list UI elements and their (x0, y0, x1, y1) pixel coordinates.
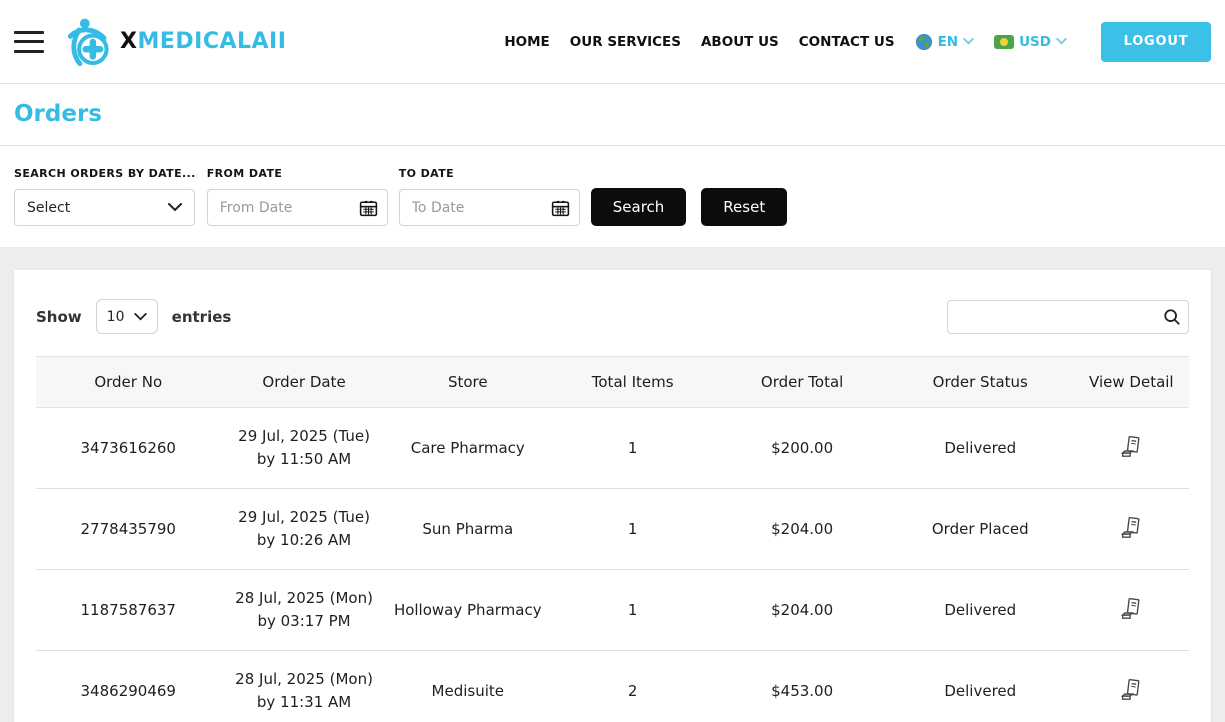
view-detail-button[interactable] (1116, 513, 1146, 546)
cell-order-date: 28 Jul, 2025 (Mon) by 03:17 PM (235, 589, 373, 630)
cell-view-detail (1074, 489, 1189, 570)
col-header-order-date: Order Date (262, 373, 346, 391)
nav-our-services[interactable]: OUR SERVICES (569, 33, 681, 50)
from-date-label: FROM DATE (206, 167, 283, 180)
cell-order-total: $204.00 (771, 601, 834, 619)
cell-order-no: 1187587637 (80, 601, 176, 619)
calendar-icon[interactable] (358, 197, 379, 218)
logout-button[interactable]: LOGOUT (1101, 21, 1211, 62)
orders-filter-section: Orders SEARCH ORDERS BY DATE... Select F… (0, 84, 1225, 247)
from-date-input[interactable] (206, 189, 388, 226)
col-header-total-items: Total Items (591, 373, 674, 391)
chevron-down-icon (963, 38, 974, 45)
chevron-down-icon (133, 312, 147, 320)
reset-button[interactable]: Reset (701, 188, 788, 226)
cell-order-total: $200.00 (771, 439, 834, 457)
page-title: Orders (14, 101, 102, 127)
to-date-label: TO DATE (398, 167, 455, 180)
col-header-order-total: Order Total (760, 373, 844, 391)
col-header-order-status: Order Status (932, 373, 1028, 391)
col-header-view-detail: View Detail (1089, 373, 1174, 391)
table-search-input[interactable] (947, 299, 1189, 334)
currency-value: USD (1019, 33, 1051, 50)
table-row: 2778435790 29 Jul, 2025 (Tue) by 10:26 AM… (36, 489, 1189, 570)
receipt-icon (1121, 678, 1140, 700)
cell-order-total: $453.00 (771, 682, 834, 700)
hamburger-menu-icon[interactable] (14, 30, 44, 53)
chevron-down-icon (1056, 38, 1067, 45)
view-detail-button[interactable] (1116, 432, 1146, 465)
cell-order-status: Delivered (944, 682, 1017, 700)
view-detail-button[interactable] (1116, 675, 1146, 708)
cell-view-detail (1074, 651, 1189, 722)
cell-total-items: 1 (627, 439, 638, 457)
cell-order-no: 2778435790 (80, 520, 176, 538)
receipt-icon (1121, 516, 1140, 538)
brand-suffix: MEDICALAII (137, 29, 287, 54)
language-value: EN (937, 33, 959, 50)
search-button[interactable]: Search (590, 188, 687, 226)
currency-selector[interactable]: USD (994, 34, 1067, 50)
brand-prefix: X (120, 29, 138, 54)
cell-order-status: Delivered (944, 601, 1017, 619)
cell-order-date: 29 Jul, 2025 (Tue) by 11:50 AM (238, 427, 370, 468)
entries-label: entries (171, 307, 232, 326)
cell-total-items: 2 (627, 682, 638, 700)
receipt-icon (1121, 435, 1140, 457)
search-by-date-value: Select (27, 199, 71, 216)
cell-store: Holloway Pharmacy (393, 601, 542, 619)
cell-view-detail (1074, 570, 1189, 651)
table-row: 1187587637 28 Jul, 2025 (Mon) by 03:17 PM… (36, 570, 1189, 651)
cell-order-no: 3486290469 (80, 682, 176, 700)
cell-total-items: 1 (627, 520, 638, 538)
medical-person-logo-icon (67, 18, 109, 66)
search-by-date-select[interactable]: Select (14, 189, 195, 226)
main-content: Show 10 entries Order No Order (0, 247, 1225, 722)
brand-logo[interactable]: XMEDICALAII (62, 17, 286, 67)
entries-per-page-select[interactable]: 10 (95, 299, 158, 334)
brand-name: XMEDICALAII (120, 29, 286, 54)
cell-order-status: Order Placed (931, 520, 1029, 538)
view-detail-button[interactable] (1116, 594, 1146, 627)
entries-per-page-value: 10 (106, 308, 125, 325)
cell-order-date: 29 Jul, 2025 (Tue) by 10:26 AM (238, 508, 370, 549)
table-row: 3473616260 29 Jul, 2025 (Tue) by 11:50 AM… (36, 408, 1189, 489)
receipt-icon (1121, 597, 1140, 619)
main-nav: HOME OUR SERVICES ABOUT US CONTACT US EN… (504, 21, 1211, 62)
cell-store: Care Pharmacy (410, 439, 525, 457)
app-header: XMEDICALAII HOME OUR SERVICES ABOUT US C… (0, 0, 1225, 84)
money-icon (994, 34, 1015, 49)
cell-view-detail (1074, 408, 1189, 489)
search-by-date-label: SEARCH ORDERS BY DATE... (14, 167, 196, 180)
cell-order-date: 28 Jul, 2025 (Mon) by 11:31 AM (235, 670, 373, 711)
table-header-row: Order No Order Date Store Total Items Or… (36, 356, 1189, 408)
cell-order-total: $204.00 (771, 520, 834, 538)
cell-total-items: 1 (627, 601, 638, 619)
col-header-order-no: Order No (94, 373, 163, 391)
search-icon[interactable] (1163, 308, 1181, 326)
globe-icon (915, 33, 932, 50)
cell-store: Sun Pharma (422, 520, 514, 538)
cell-store: Medisuite (431, 682, 504, 700)
language-selector[interactable]: EN (915, 33, 975, 51)
table-row: 3486290469 28 Jul, 2025 (Mon) by 11:31 AM… (36, 651, 1189, 722)
nav-contact-us[interactable]: CONTACT US (798, 33, 895, 50)
to-date-input[interactable] (398, 189, 580, 226)
orders-table: Order No Order Date Store Total Items Or… (36, 356, 1189, 722)
chevron-down-icon (168, 203, 182, 212)
section-divider (0, 145, 1225, 146)
cell-order-status: Delivered (944, 439, 1017, 457)
nav-home[interactable]: HOME (504, 33, 550, 50)
calendar-icon[interactable] (550, 197, 571, 218)
cell-order-no: 3473616260 (80, 439, 176, 457)
orders-table-card: Show 10 entries Order No Order (14, 270, 1211, 722)
show-label: Show (36, 307, 82, 326)
col-header-store: Store (447, 373, 488, 391)
nav-about-us[interactable]: ABOUT US (700, 33, 779, 50)
